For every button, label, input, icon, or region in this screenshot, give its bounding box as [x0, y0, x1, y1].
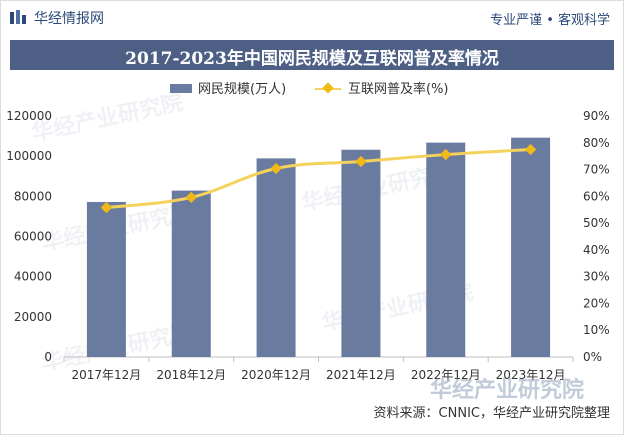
x-tick-label: 2021年12月: [326, 368, 396, 382]
y-right-tick-label: 30%: [583, 270, 610, 284]
line-point: [355, 155, 367, 168]
y-right-tick-label: 0%: [583, 350, 602, 364]
watermark-logo-text: 华经产业研究院: [430, 378, 585, 403]
legend-bar-label: 网民规模(万人): [198, 82, 287, 97]
legend-bar-swatch: [170, 84, 192, 93]
y-right-tick-label: 10%: [583, 323, 610, 337]
y-left-tick-label: 0: [44, 350, 52, 364]
header-bar: 华经情报网 专业严谨 • 客观科学: [0, 0, 624, 34]
y-left-tick-label: 80000: [14, 189, 52, 203]
brand-logo-icon: [10, 10, 26, 24]
line-point: [440, 148, 452, 161]
line-point: [270, 162, 282, 175]
bar: [426, 142, 466, 357]
y-right-tick-label: 80%: [583, 136, 610, 150]
title-bar: 2017-2023年中国网民规模及互联网普及率情况: [10, 40, 614, 70]
y-right-tick-label: 20%: [583, 296, 610, 310]
bar: [511, 137, 551, 357]
y-left-tick-label: 20000: [14, 310, 52, 324]
bar: [171, 190, 211, 357]
bar: [341, 149, 381, 357]
y-right-tick-label: 50%: [583, 216, 610, 230]
y-left-tick-label: 60000: [14, 230, 52, 244]
line-point: [524, 143, 537, 156]
y-right-tick-label: 60%: [583, 189, 610, 203]
brand-name[interactable]: 华经情报网: [34, 11, 104, 27]
legend-line-label: 互联网普及率(%): [348, 82, 449, 97]
line-series: [106, 147, 531, 210]
x-tick-label: 2023年12月: [496, 368, 566, 382]
y-right-tick-label: 90%: [583, 109, 610, 123]
x-tick-label: 2018年12月: [156, 368, 226, 382]
x-tick-label: 2020年12月: [241, 368, 311, 382]
x-tick-label: 2017年12月: [72, 368, 142, 382]
chart-title: 2017-2023年中国网民规模及互联网普及率情况: [125, 49, 499, 69]
slogan: 专业严谨 • 客观科学: [490, 13, 610, 28]
y-right-tick-label: 40%: [583, 243, 610, 257]
line-point: [185, 191, 197, 204]
source-note: 资料来源：CNNIC，华经产业研究院整理: [373, 406, 610, 421]
x-tick-label: 2022年12月: [411, 368, 481, 382]
y-left-tick-label: 120000: [6, 109, 52, 123]
bar: [86, 201, 126, 357]
y-left-tick-label: 40000: [14, 270, 52, 284]
y-right-tick-label: 70%: [583, 163, 610, 177]
y-left-tick-label: 100000: [6, 149, 52, 163]
bar: [256, 158, 296, 357]
